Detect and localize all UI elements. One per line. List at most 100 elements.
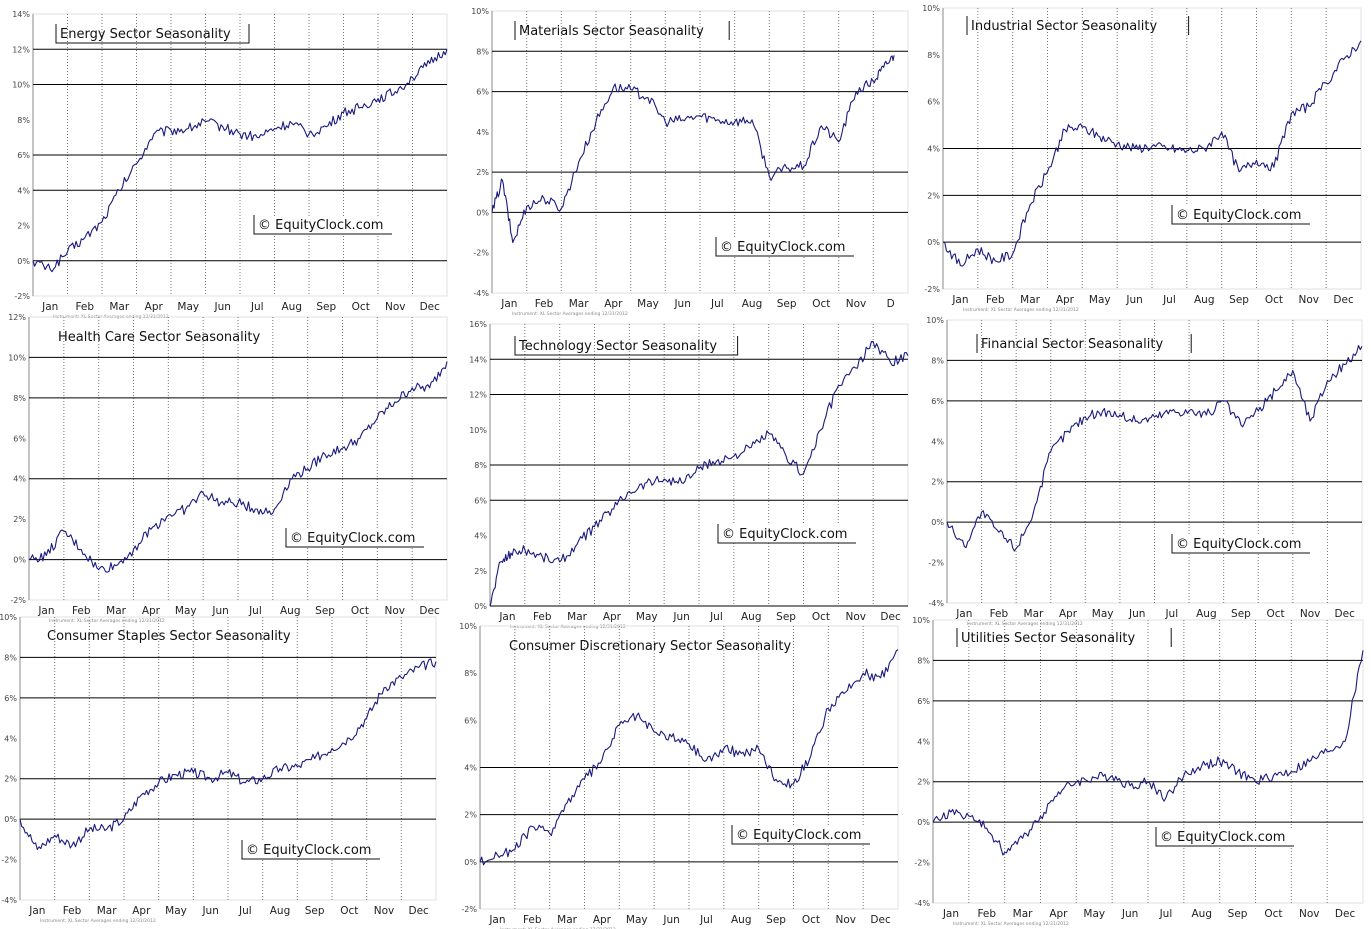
x-tick-label: Jun — [1125, 294, 1142, 306]
y-tick-label: 10% — [471, 7, 489, 16]
y-tick-label: -4% — [473, 289, 489, 298]
footnote: Instrument: XL Sector Averages ending 12… — [510, 624, 626, 630]
x-tick-label: Apr — [603, 611, 622, 623]
y-tick-label: 2% — [927, 191, 940, 200]
y-tick-label: 8% — [17, 116, 30, 125]
y-tick-label: 2% — [917, 778, 930, 787]
x-tick-label: Sep — [766, 914, 786, 926]
watermark-bg — [1156, 828, 1294, 846]
x-tick-label: Sep — [1229, 294, 1249, 306]
x-tick-label: May — [1092, 608, 1114, 620]
x-tick-label: Feb — [75, 301, 94, 313]
y-tick-label: 0% — [464, 858, 477, 867]
x-tick-label: Oct — [1265, 294, 1283, 306]
x-tick-label: Dec — [1335, 908, 1356, 920]
x-tick-label: May — [626, 914, 648, 926]
y-tick-label: -2% — [914, 859, 930, 868]
x-tick-label: Mar — [569, 298, 589, 310]
x-tick-label: May — [175, 605, 197, 617]
y-tick-label: 8% — [464, 669, 477, 678]
x-tick-label: Apr — [1049, 908, 1068, 920]
x-tick-label: Nov — [374, 905, 395, 917]
watermark-frame — [1171, 534, 1310, 554]
x-tick-label: Jan — [951, 294, 968, 306]
watermark: © EquityClock.com — [736, 828, 861, 843]
x-tick-label: Nov — [846, 611, 867, 623]
y-tick-label: 4% — [927, 145, 940, 154]
x-tick-label: May — [637, 298, 659, 310]
x-tick-label: Jan — [41, 301, 58, 313]
y-tick-label: 2% — [474, 567, 487, 576]
x-tick-label: Feb — [986, 294, 1005, 306]
chart-svg: -2% 0% 2% 4% 6% 8% 10% Jan Feb Mar Apr May Jun Jul Aug… — [459, 622, 899, 929]
x-tick-label: Apr — [1059, 608, 1078, 620]
chart-title: Industrial Sector Seasonality — [971, 19, 1157, 34]
y-tick-label: 10% — [459, 622, 477, 631]
x-tick-label: Jun — [201, 905, 218, 917]
x-tick-label: Sep — [776, 611, 796, 623]
y-tick-label: 6% — [17, 151, 30, 160]
y-tick-label: 6% — [931, 397, 944, 406]
seasonality-line — [19, 658, 437, 851]
y-tick-label: 2% — [4, 775, 17, 784]
y-tick-label: 12% — [12, 45, 30, 54]
y-tick-label: 10% — [0, 613, 17, 622]
watermark-frame — [285, 528, 424, 548]
sector-chart-3: -2% 0% 2% 4% 6% 8% 10% Jan Feb Mar Apr May Jun Jul Aug… — [921, 2, 1365, 313]
watermark-bg — [286, 529, 424, 547]
y-tick-label: -2% — [1, 856, 17, 865]
x-tick-label: Mar — [109, 301, 129, 313]
y-tick-label: -2% — [461, 905, 477, 914]
x-tick-label: Dec — [870, 914, 891, 926]
chart-title: Consumer Staples Sector Seasonality — [47, 629, 291, 644]
x-tick-label: Dec — [1335, 608, 1356, 620]
watermark-frame — [253, 215, 392, 235]
y-tick-label: 10% — [469, 426, 487, 435]
y-tick-label: 10% — [926, 316, 944, 325]
x-tick-label: Nov — [1299, 908, 1320, 920]
y-tick-label: 12% — [8, 313, 26, 322]
x-tick-label: Sep — [777, 298, 797, 310]
x-tick-label: Dec — [419, 605, 440, 617]
footnote: Instrument: XL Sector Averages ending 12… — [512, 311, 628, 317]
y-tick-label: 8% — [4, 653, 17, 662]
y-tick-label: 4% — [464, 764, 477, 773]
x-tick-label: Oct — [812, 611, 830, 623]
x-tick-label: Jan — [37, 605, 54, 617]
x-tick-label: Mar — [567, 611, 587, 623]
y-tick-label: 12% — [469, 391, 487, 400]
chart-title: Utilities Sector Seasonality — [961, 631, 1135, 646]
y-tick-label: 8% — [476, 47, 489, 56]
x-tick-label: Oct — [812, 298, 830, 310]
x-tick-label: Aug — [281, 301, 302, 313]
sector-chart-7: -4% -2% 0% 2% 4% 6% 8% 10% Jan Feb Mar Apr May Jun Jul… — [0, 611, 440, 924]
y-tick-label: -2% — [10, 596, 26, 605]
y-tick-label: 8% — [931, 356, 944, 365]
y-tick-label: 0% — [4, 815, 17, 824]
y-tick-label: 8% — [13, 394, 26, 403]
chart-title: Materials Sector Seasonality — [519, 24, 704, 39]
sector-chart-2: -4% -2% 0% 2% 4% 6% 8% 10% Jan Feb Mar Apr May Jun Jul… — [470, 5, 912, 317]
x-tick-label: Dec — [420, 301, 441, 313]
y-tick-label: 16% — [469, 320, 487, 329]
x-tick-label: Jul — [1162, 294, 1176, 306]
watermark-bg — [732, 826, 870, 844]
y-tick-label: 10% — [912, 616, 930, 625]
x-tick-label: Jan — [498, 611, 515, 623]
y-tick-label: 8% — [927, 51, 940, 60]
x-tick-label: May — [165, 905, 187, 917]
y-tick-label: 10% — [922, 4, 940, 13]
x-tick-label: Jun — [214, 301, 231, 313]
x-tick-label: Apr — [593, 914, 612, 926]
chart-svg: -4% -2% 0% 2% 4% 6% 8% 10% Jan Feb Mar Apr May Jun Jul… — [926, 316, 1363, 627]
y-tick-label: 14% — [469, 355, 487, 364]
x-tick-label: Jun — [1121, 908, 1138, 920]
watermark: © EquityClock.com — [1176, 537, 1301, 552]
x-tick-label: Jun — [662, 914, 679, 926]
x-tick-label: May — [1083, 908, 1105, 920]
chart-svg: -2% 0% 2% 4% 6% 8% 10% 12% 14% Jan Feb Mar Apr May Jun… — [12, 10, 448, 320]
x-tick-label: Oct — [1264, 908, 1282, 920]
x-tick-label: Oct — [340, 905, 358, 917]
x-tick-label: Jul — [248, 605, 262, 617]
sector-chart-8: -2% 0% 2% 4% 6% 8% 10% Jan Feb Mar Apr May Jun Jul Aug… — [458, 620, 902, 929]
